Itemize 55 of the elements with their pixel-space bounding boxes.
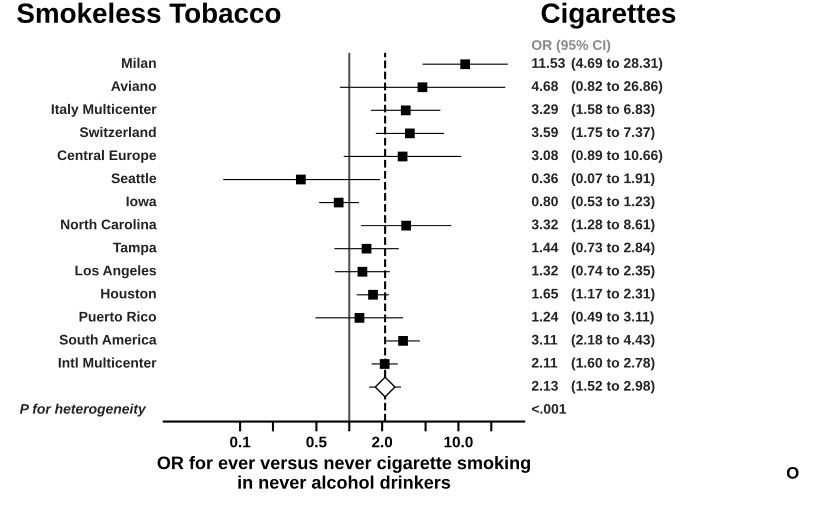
text: (1.75 to 7.37) (572, 126, 654, 140)
text: P for heterogeneity (20, 404, 146, 417)
y-tick-label: Tampa (113, 242, 157, 256)
chart-title: Smokeless Tobacco (17, 2, 280, 24)
text: 3.29 (532, 104, 558, 114)
y-tick-label: Intl Multicenter (58, 357, 156, 368)
text: 1.44 (532, 242, 558, 252)
text: (0.82 to 26.86) (572, 80, 662, 94)
text: (0.73 to 2.84) (572, 242, 654, 256)
text: (1.52 to 2.98) (572, 380, 654, 394)
text: <.001 (532, 404, 566, 414)
text: (0.53 to 1.23) (572, 196, 654, 210)
text: (0.89 to 10.66) (572, 150, 662, 163)
text: (1.17 to 2.31) (572, 288, 654, 302)
text: (0.49 to 3.11) (572, 311, 654, 324)
y-tick-label: Puerto Rico (80, 311, 156, 322)
text: 2.11 (532, 358, 558, 368)
x-tick-label: 10.0 (444, 436, 473, 448)
text: 1.65 (532, 288, 558, 299)
text: 0.80 (532, 196, 558, 206)
text: 1.32 (532, 266, 558, 276)
text: 0.36 (532, 173, 558, 184)
text: (1.60 to 2.78) (572, 357, 654, 370)
text: 11.53 (532, 58, 565, 68)
text: 3.32 (532, 220, 558, 230)
text: (1.58 to 6.83) (572, 104, 654, 117)
x-tick-label: 0.5 (306, 436, 327, 448)
y-tick-label: North Carolina (61, 219, 157, 230)
y-tick-label: South America (60, 334, 157, 345)
text: (0.74 to 2.35) (572, 265, 654, 278)
y-tick-label: Seattle (111, 173, 156, 184)
y-tick-label: Los Angeles (75, 265, 156, 278)
text: 1.24 (532, 312, 558, 322)
y-tick-label: Switzerland (80, 126, 156, 138)
y-tick-label: Italy Multicenter (52, 104, 156, 117)
x-tick-label: 2.0 (372, 436, 392, 448)
text: (0.07 to 1.91) (572, 173, 654, 186)
y-tick-label: Houston (101, 288, 156, 299)
x-axis-title: OR for ever versus never cigarette smoking in never alcohol drinkers (158, 456, 530, 489)
text: 4.68 (532, 81, 558, 92)
text: O (786, 466, 799, 479)
text: OR (95% CI) (532, 40, 610, 53)
text: 3.59 (532, 127, 558, 138)
text: 2.13 (532, 380, 558, 391)
text: Cigarettes (542, 2, 676, 29)
text: (1.28 to 8.61) (572, 219, 654, 232)
text: 3.08 (532, 150, 558, 160)
text: (4.69 to 28.31) (572, 58, 662, 71)
text: 3.11 (532, 334, 558, 345)
text: (2.18 to 4.43) (572, 334, 654, 348)
x-tick-label: 0.1 (230, 436, 250, 448)
y-tick-label: Milan (122, 58, 156, 68)
y-tick-label: Central Europe (58, 150, 156, 163)
y-tick-label: Aviano (111, 80, 156, 92)
y-tick-label: Iowa (126, 196, 157, 206)
